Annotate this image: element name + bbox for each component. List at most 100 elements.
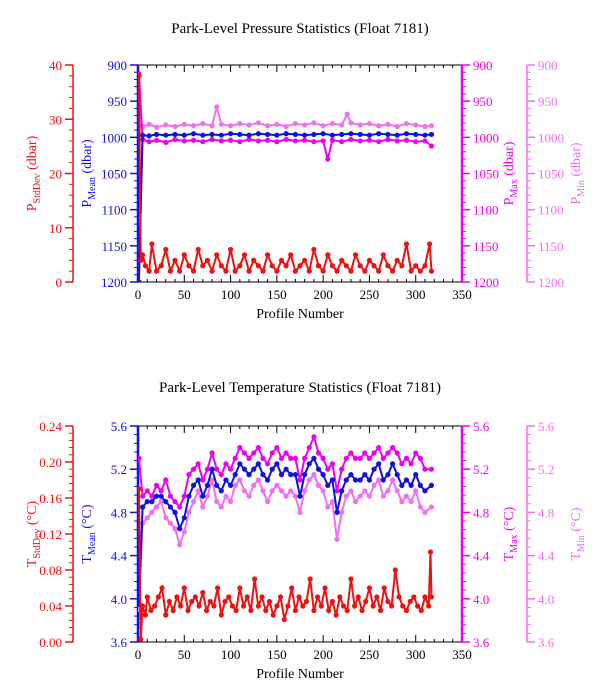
data-point <box>371 263 377 269</box>
data-point <box>181 585 187 591</box>
data-point <box>163 499 169 505</box>
data-point <box>185 607 191 614</box>
data-point <box>283 493 289 499</box>
data-point <box>403 455 410 461</box>
data-point <box>200 132 206 138</box>
data-point <box>376 461 382 467</box>
data-point <box>195 488 201 494</box>
data-point <box>192 594 198 600</box>
data-point <box>140 132 146 138</box>
data-point <box>399 461 405 467</box>
data-point <box>400 603 406 609</box>
data-point <box>417 504 423 510</box>
data-point <box>394 450 400 456</box>
plot-frame <box>137 64 463 283</box>
series-line <box>138 433 432 509</box>
y-tick-label: 900 <box>538 58 558 73</box>
data-point <box>214 104 220 110</box>
data-point <box>274 445 280 451</box>
data-point <box>190 131 197 137</box>
data-point <box>246 268 252 274</box>
y-tick-label: 0.20 <box>39 455 62 470</box>
data-point <box>376 123 382 129</box>
data-point <box>302 137 308 143</box>
data-point <box>413 131 419 138</box>
data-point <box>329 598 335 605</box>
data-point <box>302 132 308 138</box>
series-line <box>138 456 433 605</box>
data-point <box>297 493 303 499</box>
y-axis-label-main: P <box>502 197 517 205</box>
data-point <box>252 576 258 582</box>
data-point <box>237 461 243 467</box>
series-line <box>138 488 433 640</box>
y-tick-label: 1100 <box>538 203 564 218</box>
data-point <box>339 139 345 145</box>
y-axis-label-sub: Min <box>576 180 587 197</box>
data-point <box>376 131 382 137</box>
data-point <box>227 137 234 143</box>
data-point <box>380 477 386 483</box>
y-tick-label: 4.8 <box>111 505 127 520</box>
y-axis-mean: 3.6 4.0 4.4 4.8 5.2 5.6 TMean (°C) <box>80 419 140 650</box>
series-sd <box>138 486 435 642</box>
y-tick-label: 900 <box>473 58 493 73</box>
data-point <box>190 482 197 488</box>
data-point <box>318 603 324 609</box>
data-point <box>181 121 187 127</box>
data-point <box>172 526 178 532</box>
y-axis-mean: 900 950 1000 1050 1100 1150 1200 PMean (dbar) <box>80 58 140 290</box>
y-tick-label: 5.6 <box>111 419 128 434</box>
data-point <box>311 455 317 461</box>
data-point <box>232 455 238 461</box>
y-axis-label-main: T <box>569 552 584 561</box>
data-point <box>181 252 187 258</box>
data-point <box>153 124 160 130</box>
data-point <box>181 138 187 144</box>
data-point <box>297 477 303 483</box>
data-point <box>339 122 345 128</box>
y-tick-label: 30 <box>49 112 62 127</box>
y-tick-label: 1000 <box>538 130 564 145</box>
data-point <box>413 139 419 145</box>
y-axis-label-main: T <box>25 558 40 567</box>
chart-panel-2: Park-Level Temperature Statistics (Float… <box>25 380 587 682</box>
data-point <box>422 123 428 130</box>
data-point <box>274 268 280 274</box>
data-point <box>177 603 184 609</box>
data-point <box>339 257 345 263</box>
data-point <box>326 607 332 614</box>
x-tick-label: 250 <box>360 647 380 662</box>
y-axis-label-main: P <box>569 197 584 205</box>
data-point <box>218 504 224 510</box>
data-point <box>311 434 317 440</box>
data-point <box>244 594 250 600</box>
data-point <box>366 493 373 499</box>
data-point <box>307 576 313 582</box>
data-point <box>167 504 173 510</box>
data-point <box>376 268 382 274</box>
data-point <box>153 268 160 274</box>
data-point <box>348 131 354 137</box>
data-point <box>158 493 164 499</box>
data-point <box>306 461 312 467</box>
data-point <box>248 607 254 614</box>
data-point <box>218 138 224 144</box>
data-point <box>418 607 424 614</box>
y-tick-label: 1150 <box>101 239 127 254</box>
data-point <box>246 493 252 499</box>
data-point <box>177 542 183 548</box>
data-point <box>325 482 331 488</box>
data-point <box>226 594 232 600</box>
data-point <box>389 477 396 483</box>
data-point <box>186 493 192 499</box>
data-point <box>251 450 257 456</box>
data-point <box>394 488 400 494</box>
data-point <box>428 482 435 488</box>
data-point <box>311 246 317 253</box>
chart-title: Park-Level Pressure Statistics (Float 71… <box>171 21 428 37</box>
chart-title: Park-Level Temperature Statistics (Float… <box>159 380 441 396</box>
data-point <box>246 455 252 461</box>
data-point <box>181 493 187 499</box>
